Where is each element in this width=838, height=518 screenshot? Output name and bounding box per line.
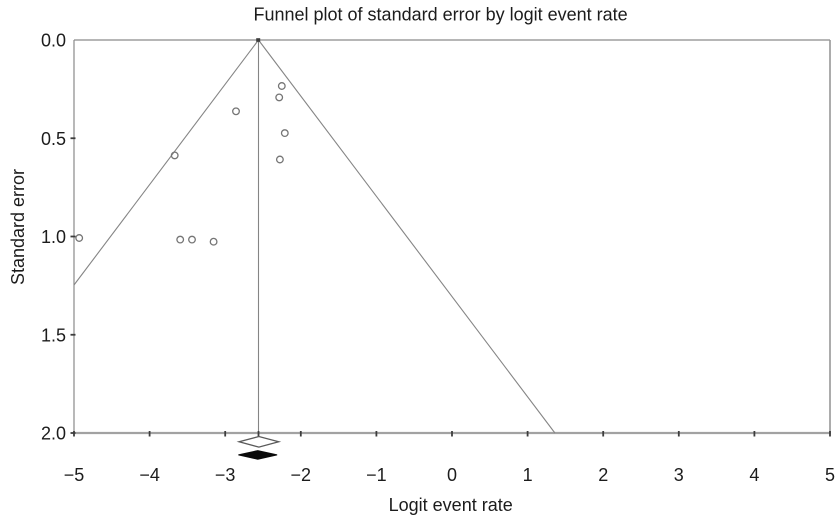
- svg-text:3: 3: [674, 465, 684, 485]
- svg-text:Funnel plot of standard error: Funnel plot of standard error by logit e…: [253, 5, 627, 25]
- svg-text:Standard error: Standard error: [8, 169, 28, 285]
- svg-text:5: 5: [825, 465, 835, 485]
- svg-text:2.0: 2.0: [41, 424, 66, 444]
- svg-text:4: 4: [749, 465, 759, 485]
- svg-text:−5: −5: [64, 465, 85, 485]
- svg-text:−4: −4: [139, 465, 160, 485]
- svg-text:1.5: 1.5: [41, 325, 66, 345]
- svg-text:Logit event rate: Logit event rate: [389, 495, 513, 515]
- svg-text:0.0: 0.0: [41, 31, 66, 51]
- svg-text:0: 0: [447, 465, 457, 485]
- svg-text:−3: −3: [215, 465, 236, 485]
- svg-text:2: 2: [598, 465, 608, 485]
- svg-text:1.0: 1.0: [41, 227, 66, 247]
- svg-text:−1: −1: [366, 465, 387, 485]
- svg-text:0.5: 0.5: [41, 129, 66, 149]
- svg-text:−2: −2: [291, 465, 312, 485]
- svg-text:1: 1: [523, 465, 533, 485]
